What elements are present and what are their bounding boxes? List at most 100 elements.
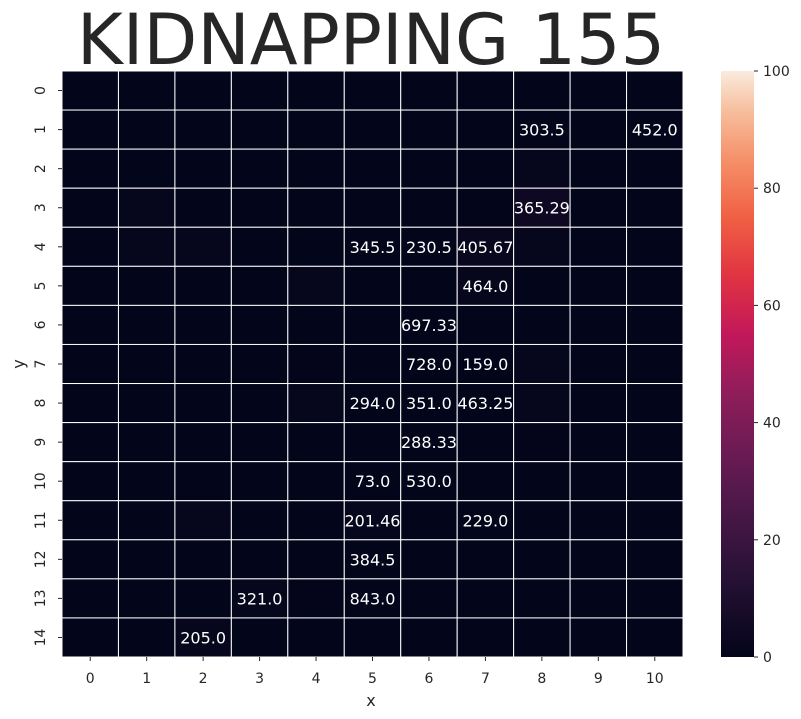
- heatmap-cell: [569, 383, 628, 424]
- heatmap-cell: [61, 383, 119, 424]
- heatmap-cell: [626, 539, 684, 580]
- heatmap-cell: [456, 148, 515, 189]
- y-tick-label: 0: [33, 86, 49, 95]
- heatmap-cell: [400, 148, 458, 189]
- y-tick-label: 13: [33, 589, 49, 607]
- heatmap-cell: [230, 383, 289, 424]
- x-tick-label: 5: [368, 671, 377, 687]
- heatmap-cell: [513, 461, 571, 502]
- heatmap-cell: [400, 70, 458, 111]
- heatmap-cell: [117, 539, 176, 580]
- heatmap-cell: [569, 343, 628, 385]
- heatmap-cell: [174, 383, 232, 424]
- heatmap-cell: [626, 70, 684, 111]
- heatmap-cell: [174, 343, 232, 385]
- heatmap-cell: [174, 539, 232, 580]
- cell-annotation: 230.5: [406, 238, 452, 257]
- heatmap-cell: [456, 343, 515, 385]
- y-tick-label: 11: [33, 511, 49, 529]
- heatmap-cell: [174, 265, 232, 306]
- heatmap-cell: [513, 343, 571, 385]
- heatmap-cell: [513, 226, 571, 267]
- cell-annotation: 201.46: [345, 511, 401, 530]
- heatmap-cell: [174, 226, 232, 267]
- heatmap-cell: [230, 148, 289, 189]
- heatmap-cell: [230, 304, 289, 345]
- heatmap-cell: [230, 265, 289, 306]
- heatmap-cell: [343, 304, 402, 345]
- heatmap-cell: [287, 343, 345, 385]
- heatmap-cell: [117, 109, 176, 150]
- y-tick-label: 1: [33, 125, 49, 134]
- heatmap-cell: [174, 304, 232, 345]
- y-tick-label: 14: [33, 628, 49, 646]
- heatmap-cell: [287, 148, 345, 189]
- heatmap-cell: [117, 70, 176, 111]
- y-tick-label: 4: [33, 242, 49, 251]
- y-tick-label: 10: [33, 472, 49, 490]
- colorbar: [721, 71, 754, 657]
- heatmap-cell: [287, 187, 345, 228]
- heatmap-cell: [230, 343, 289, 385]
- heatmap-cell: [456, 109, 515, 150]
- heatmap-cell: [456, 500, 515, 541]
- heatmap-cell: [61, 226, 119, 267]
- heatmap-cell: [513, 617, 571, 658]
- heatmap-cell: [230, 422, 289, 463]
- heatmap-cell: [569, 578, 628, 619]
- y-tick-label: 3: [33, 203, 49, 212]
- heatmap-cell: [174, 617, 232, 658]
- heatmap-cell: [117, 617, 176, 658]
- heatmap-cell: [174, 461, 232, 502]
- heatmap-cell: [61, 304, 119, 345]
- y-tick-label: 9: [33, 438, 49, 447]
- y-tick-label: 7: [33, 360, 49, 369]
- heatmap-cell: [343, 109, 402, 150]
- cell-annotation: 345.5: [350, 238, 396, 257]
- cell-annotation: 463.25: [457, 394, 513, 413]
- heatmap-cell: [117, 422, 176, 463]
- heatmap-cell: [569, 226, 628, 267]
- heatmap-cell: [456, 70, 515, 111]
- x-axis-ticks: 0 1 2 3 4 5 6 7 8 9 10: [86, 657, 664, 687]
- cell-annotation: 288.33: [401, 433, 457, 452]
- heatmap-cell: [626, 304, 684, 345]
- heatmap-cell: [230, 70, 289, 111]
- heatmap-cell: [61, 148, 119, 189]
- heatmap-cell: [117, 343, 176, 385]
- x-tick-label: 6: [424, 671, 433, 687]
- heatmap-cell: [174, 422, 232, 463]
- heatmap-cell: [287, 539, 345, 580]
- colorbar-ticks: 0 20 40 60 80 100: [754, 64, 790, 666]
- colorbar-tick-label: 40: [763, 416, 781, 432]
- heatmap-cell: [569, 70, 628, 111]
- heatmap-cell: [513, 148, 571, 189]
- heatmap-cell: [174, 109, 232, 150]
- heatmap-cell: [400, 343, 458, 385]
- colorbar-tick-label: 80: [763, 181, 781, 197]
- heatmap-cell: [343, 148, 402, 189]
- heatmap-cell: [117, 226, 176, 267]
- heatmap-cell: [287, 422, 345, 463]
- heatmap-cell: [343, 70, 402, 111]
- cell-annotation: 384.5: [350, 550, 396, 569]
- heatmap-cell: [61, 265, 119, 306]
- heatmap-cell: [513, 304, 571, 345]
- heatmap-cell: [230, 500, 289, 541]
- heatmap-cell: [61, 578, 119, 619]
- cell-annotation: 530.0: [406, 472, 452, 491]
- heatmap-cell: [343, 422, 402, 463]
- heatmap-cell: [456, 187, 515, 228]
- cell-annotation: 697.33: [401, 316, 457, 335]
- heatmap-cell: [400, 383, 458, 424]
- heatmap-cell: [343, 461, 402, 502]
- cell-annotation: 351.0: [406, 394, 452, 413]
- heatmap-cell: [287, 109, 345, 150]
- x-tick-label: 0: [86, 671, 95, 687]
- heatmap-cell: [569, 187, 628, 228]
- heatmap-cell: [569, 617, 628, 658]
- heatmap-cell: [230, 226, 289, 267]
- heatmap-cell: [569, 265, 628, 306]
